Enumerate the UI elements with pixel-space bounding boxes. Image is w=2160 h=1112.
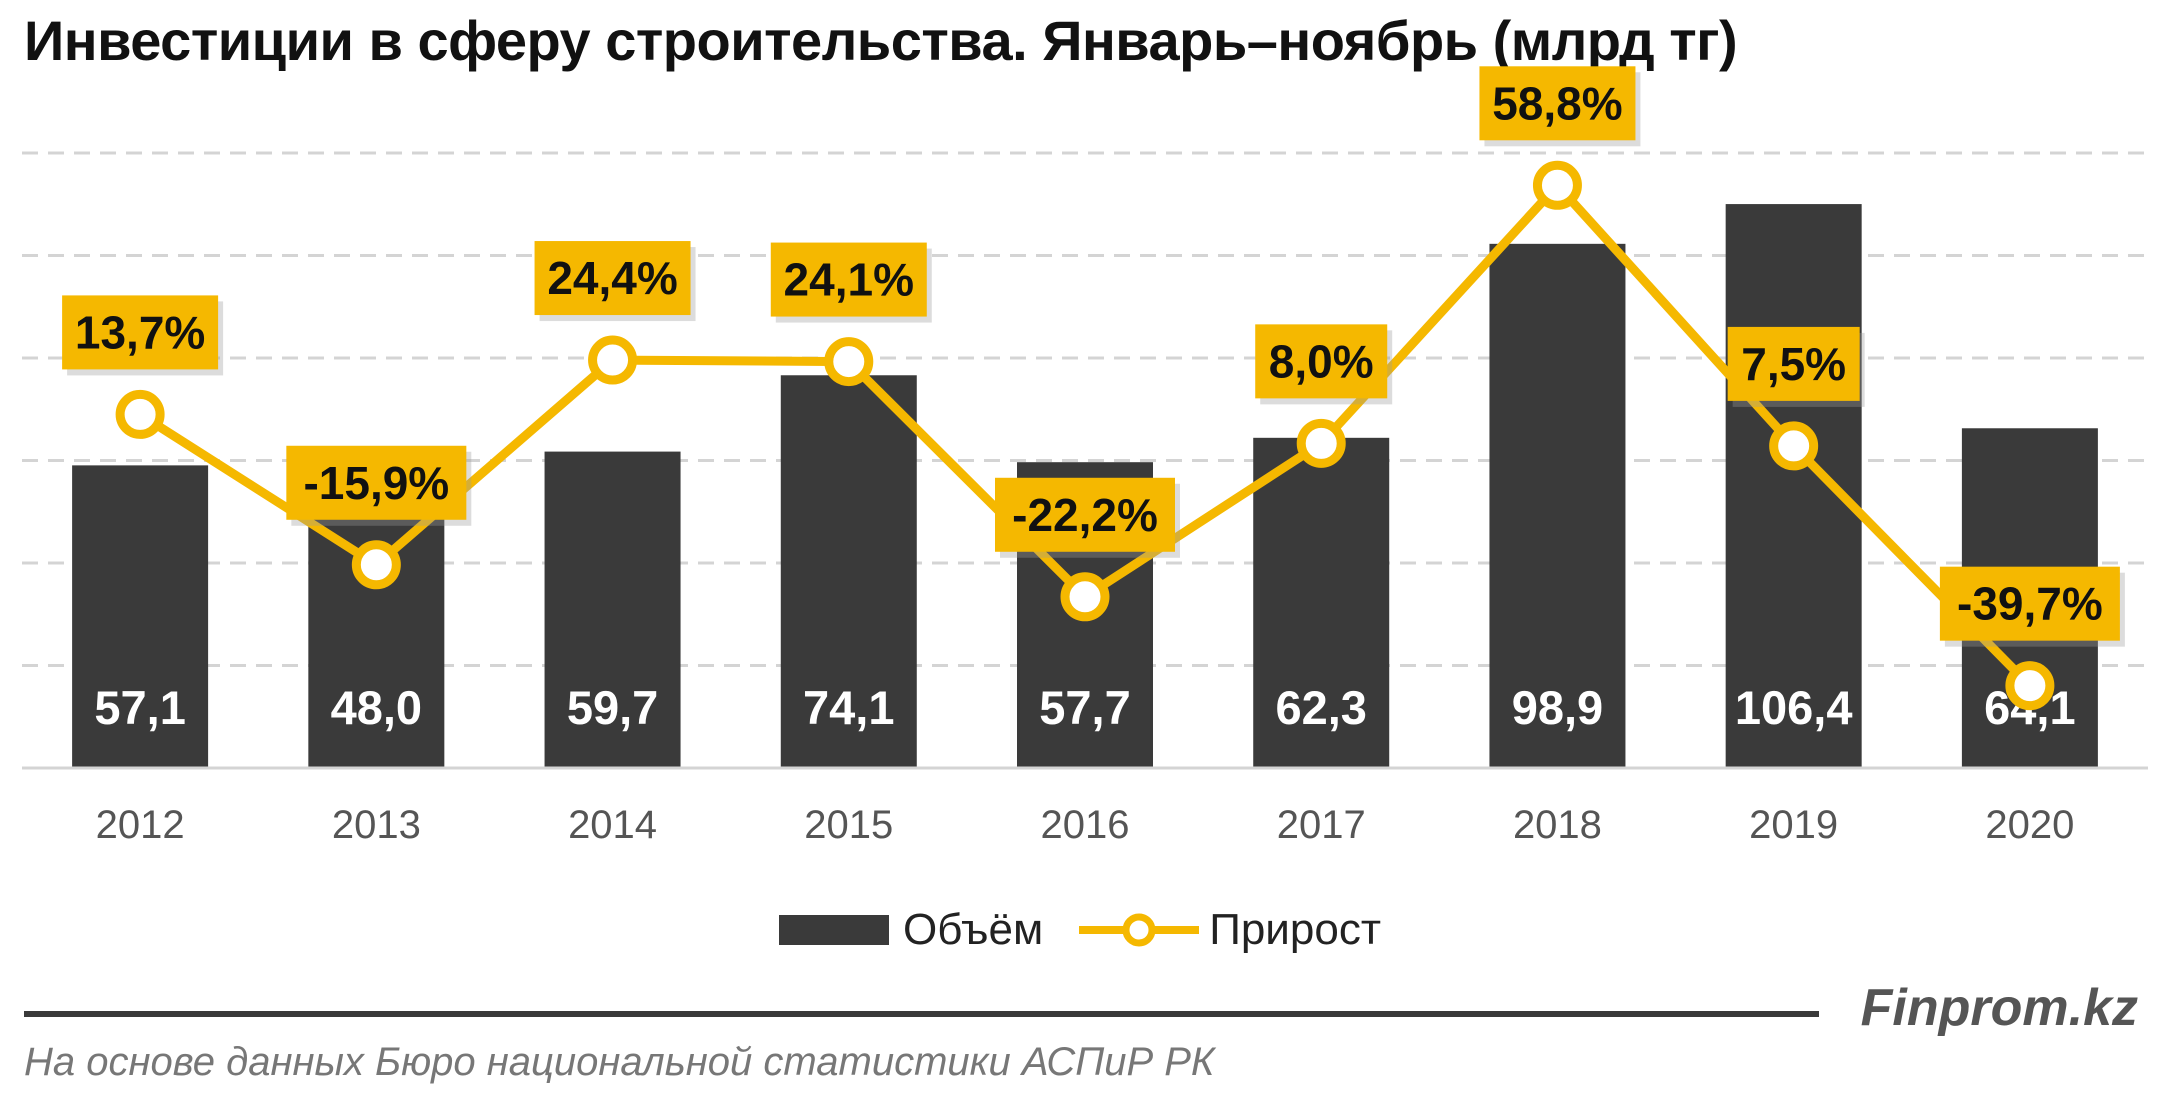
growth-point-2017	[1296, 418, 1346, 468]
growth-label-box	[1255, 324, 1388, 399]
brand-logo-text: Finprom.kz	[1860, 979, 2138, 1037]
bar-value-label: 98,9	[1512, 681, 1603, 734]
legend-item-growth: Прирост	[1079, 905, 1381, 955]
growth-value-label: -15,9%	[303, 457, 449, 509]
growth-value-label: 24,4%	[547, 252, 677, 304]
x-tick-label: 2012	[96, 803, 185, 847]
x-tick-label: 2017	[1277, 803, 1366, 847]
growth-point-2019	[1769, 421, 1819, 471]
x-tick-label: 2018	[1513, 803, 1602, 847]
bar-value-label: 57,1	[94, 681, 185, 734]
legend-label-volume: Объём	[903, 905, 1044, 954]
growth-label-box	[770, 242, 927, 317]
bar-value-label: 74,1	[803, 681, 894, 734]
legend-label-growth: Прирост	[1209, 905, 1381, 954]
growth-value-label: 7,5%	[1741, 338, 1846, 390]
growth-value-label: -39,7%	[1957, 578, 2103, 630]
bar-value-label: 106,4	[1735, 681, 1853, 734]
growth-label-box	[62, 295, 219, 370]
growth-value-label: 13,7%	[75, 306, 205, 358]
x-tick-label: 2015	[804, 803, 893, 847]
growth-value-label: 8,0%	[1269, 335, 1374, 387]
legend: Объём Прирост	[0, 905, 2160, 955]
growth-value-label: 58,8%	[1492, 77, 1622, 129]
growth-label-box	[286, 445, 467, 520]
growth-point-2013	[351, 540, 401, 590]
growth-point-2015	[824, 337, 874, 387]
growth-point-2012	[115, 389, 165, 439]
x-tick-label: 2013	[332, 803, 421, 847]
x-tick-label: 2016	[1041, 803, 1130, 847]
chart-title: Инвестиции в сферу строительства. Январь…	[24, 9, 1738, 72]
legend-swatch-bar	[779, 915, 890, 945]
growth-point-2018	[1532, 160, 1582, 210]
growth-point-2016	[1060, 572, 1110, 622]
growth-value-label: -22,2%	[1012, 489, 1158, 541]
bar-2018	[1489, 243, 1626, 768]
bar-2014	[544, 451, 681, 768]
source-note: На основе данных Бюро национальной стати…	[24, 1040, 1215, 1084]
x-tick-label: 2014	[568, 803, 657, 847]
growth-label-box	[1727, 326, 1860, 401]
growth-label-box	[995, 477, 1175, 552]
bar-value-label: 57,7	[1039, 681, 1130, 734]
growth-label-box	[534, 241, 691, 316]
bar-2015	[780, 375, 917, 768]
x-tick-label: 2020	[1985, 803, 2074, 847]
growth-point-2014	[588, 335, 638, 385]
bar-value-label: 59,7	[567, 681, 658, 734]
growth-point-2020	[2005, 661, 2055, 711]
bar-value-label: 62,3	[1275, 681, 1366, 734]
bar-value-label: 48,0	[331, 681, 422, 734]
growth-value-label: 24,1%	[784, 254, 914, 306]
x-tick-label: 2019	[1749, 803, 1838, 847]
footer-divider	[24, 1011, 1819, 1017]
growth-label-box	[1479, 66, 1636, 141]
legend-swatch-line	[1079, 913, 1200, 947]
bar-2012	[72, 465, 209, 768]
bar-2017	[1253, 437, 1390, 768]
legend-item-volume: Объём	[779, 905, 1043, 955]
growth-label-box	[1939, 566, 2120, 641]
